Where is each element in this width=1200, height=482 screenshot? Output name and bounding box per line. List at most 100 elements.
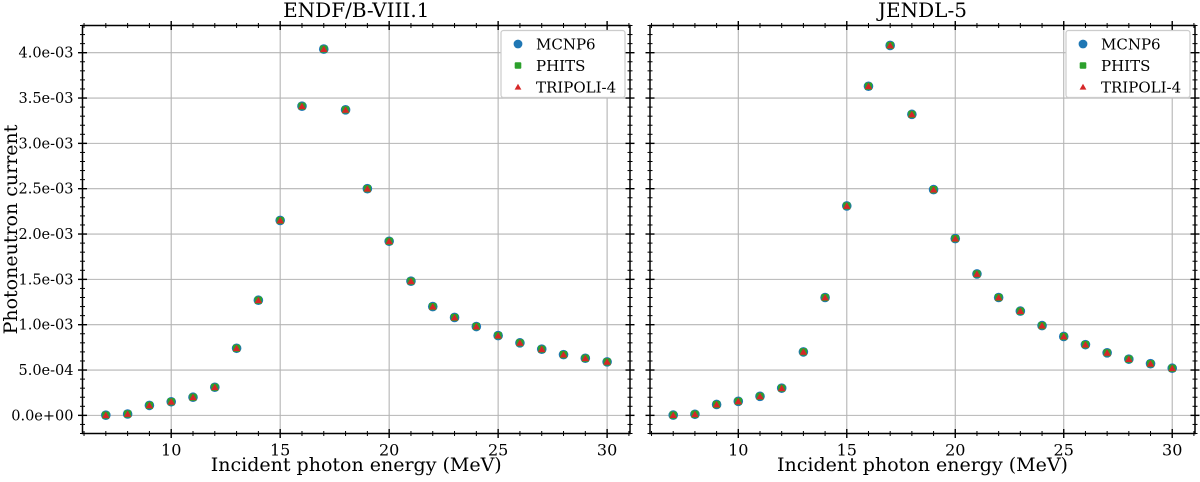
marker-square [514, 62, 522, 69]
marker-triangle [603, 358, 611, 365]
marker-triangle [385, 237, 393, 245]
marker-triangle [472, 323, 481, 330]
y-tick-label: 0.0e+00 [11, 408, 73, 424]
marker-triangle [691, 410, 699, 418]
x-tick-label: 15 [270, 441, 290, 460]
marker-triangle [167, 398, 175, 405]
y-tick-label: 1.5e-03 [19, 272, 74, 288]
x-tick-label: 25 [1054, 441, 1074, 460]
x-tick-label: 30 [1162, 441, 1182, 460]
x-tick-label: 25 [488, 441, 508, 460]
marker-circle [513, 39, 523, 49]
legend-box [500, 29, 626, 99]
grid [650, 25, 1195, 434]
legend-label: MCNP6 [1101, 36, 1161, 54]
y-tick-label: 4.0e-03 [19, 46, 74, 62]
legend: MCNP6 PHITS TRIPOLI-4 [1065, 29, 1191, 99]
marker-triangle [756, 392, 764, 400]
x-tick-label: 20 [945, 441, 965, 460]
marker-triangle [429, 303, 437, 310]
marker-triangle [516, 339, 524, 346]
marker-triangle [886, 41, 894, 49]
marker-triangle [669, 411, 677, 418]
marker-triangle [734, 397, 743, 405]
marker-triangle [1103, 349, 1111, 356]
x-tick-label: 30 [597, 441, 617, 460]
marker-triangle [1079, 83, 1087, 90]
x-axis-label: Incident photon energy (MeV) [211, 454, 502, 476]
x-tick-label: 10 [728, 441, 748, 460]
marker-triangle [102, 411, 110, 419]
marker-triangle [145, 401, 154, 409]
marker-triangle [799, 348, 808, 355]
marker-triangle [211, 383, 219, 391]
marker-triangle [1081, 341, 1090, 348]
marker-triangle [450, 313, 459, 321]
marker-triangle [908, 110, 916, 118]
marker-triangle [1125, 355, 1133, 363]
plot-title: JENDL-5 [876, 0, 967, 22]
legend-label: PHITS [536, 57, 585, 75]
marker-triangle [494, 332, 502, 339]
marker-triangle [712, 400, 721, 408]
marker-triangle [559, 351, 568, 358]
y-tick-label: 1.0e-03 [19, 318, 74, 334]
y-tick-label: 5.0e-04 [19, 363, 74, 379]
marker-triangle [123, 410, 132, 417]
x-tick-label: 20 [379, 441, 399, 460]
marker-triangle [189, 393, 197, 401]
marker-triangle [232, 344, 241, 352]
legend-label: TRIPOLI-4 [536, 79, 616, 97]
plot-panel: 10 15 20 25 30 0.0e+00 5.0e-04 1.0e-03 1.5e-03 2.… [0, 0, 635, 476]
y-tick-label: 3.5e-03 [19, 91, 74, 107]
marker-triangle [341, 106, 350, 113]
marker-triangle [929, 186, 938, 193]
legend-label: PHITS [1101, 57, 1150, 75]
plot-panel: 10 15 20 25 30 JENDL-5 Incident photon energy … [645, 0, 1200, 476]
marker-triangle [951, 235, 959, 242]
marker-square [1079, 62, 1087, 69]
series-tripoli-4 [102, 45, 611, 419]
marker-triangle [864, 82, 873, 90]
data-points [101, 44, 612, 420]
marker-triangle [994, 294, 1003, 301]
marker-triangle [320, 45, 328, 52]
marker-triangle [514, 83, 522, 90]
y-tick-label: 2.0e-03 [19, 227, 74, 243]
axes-spines [81, 24, 631, 435]
y-axis-label: Photoneutron current [0, 124, 22, 334]
marker-triangle [581, 354, 590, 362]
marker-triangle [276, 216, 284, 224]
marker-triangle [538, 345, 546, 353]
data-points [668, 40, 1178, 420]
marker-triangle [973, 270, 981, 277]
marker-triangle [254, 296, 263, 304]
marker-triangle [1060, 332, 1068, 340]
legend-label: TRIPOLI-4 [1101, 79, 1181, 97]
marker-circle [1078, 39, 1088, 49]
marker-triangle [298, 102, 306, 110]
marker-triangle [363, 185, 372, 192]
series-tripoli-4 [669, 41, 1176, 418]
legend: MCNP6 PHITS TRIPOLI-4 [500, 29, 626, 99]
axes-spines [649, 24, 1196, 435]
x-axis-label: Incident photon energy (MeV) [777, 454, 1068, 476]
legend-label: MCNP6 [536, 36, 596, 54]
legend-box [1065, 29, 1191, 99]
marker-triangle [1146, 360, 1155, 367]
plot-title: ENDF/B-VIII.1 [283, 0, 429, 22]
marker-triangle [821, 294, 829, 301]
y-tick-label: 2.5e-03 [19, 182, 74, 198]
series-phits [102, 45, 611, 419]
x-tick-label: 10 [161, 441, 181, 460]
marker-triangle [777, 384, 786, 392]
marker-triangle [843, 202, 851, 209]
marker-triangle [1016, 307, 1025, 314]
marker-triangle [1168, 364, 1176, 372]
x-tick-label: 15 [837, 441, 857, 460]
marker-triangle [1038, 322, 1046, 329]
y-tick-label: 3.0e-03 [19, 136, 74, 152]
marker-triangle [407, 277, 415, 285]
